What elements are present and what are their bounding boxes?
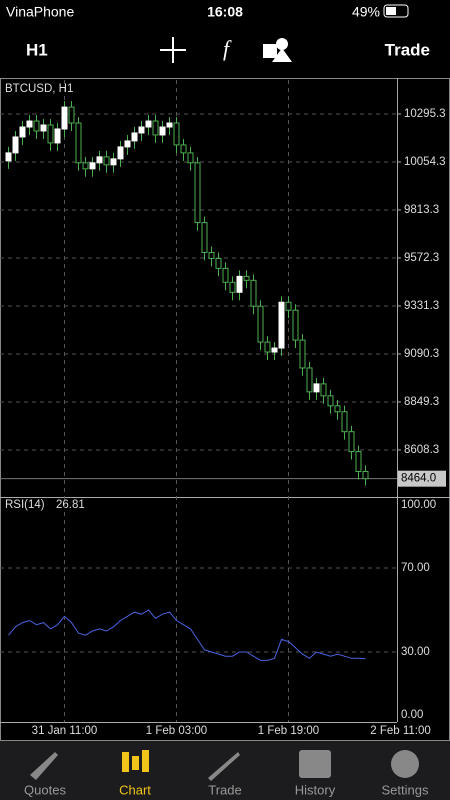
candle-body bbox=[236, 275, 243, 293]
candle-body bbox=[355, 451, 362, 473]
candle-body bbox=[145, 120, 152, 128]
y-tick-label: 9813.3 bbox=[404, 204, 439, 216]
candle-body bbox=[40, 124, 47, 132]
tab-label[interactable]: Trade bbox=[208, 782, 241, 797]
candle-body bbox=[334, 405, 341, 413]
battery-fill bbox=[386, 7, 396, 15]
carrier: VinaPhone bbox=[6, 4, 74, 20]
candle-body bbox=[292, 309, 299, 341]
tab-label[interactable]: Chart bbox=[119, 782, 151, 797]
candle-body bbox=[124, 140, 131, 148]
y-tick-label: 9572.3 bbox=[404, 252, 439, 264]
candle-body bbox=[278, 301, 285, 349]
candle-body bbox=[180, 144, 187, 154]
current-price-label: 8464.0 bbox=[401, 473, 436, 485]
candle-body bbox=[12, 136, 19, 154]
candle-body bbox=[348, 431, 355, 453]
candle-body bbox=[306, 367, 313, 393]
candle-body bbox=[222, 267, 229, 283]
candle-body bbox=[103, 156, 110, 166]
battery-icon bbox=[383, 4, 409, 18]
candle-body bbox=[19, 126, 26, 138]
rsi-tick-label: 0.00 bbox=[401, 709, 423, 721]
indicator-name: RSI(14) bbox=[5, 499, 45, 511]
indicator-value: 26.81 bbox=[56, 499, 85, 511]
rsi-line bbox=[8, 609, 366, 661]
candle-body bbox=[257, 305, 264, 343]
candle-body bbox=[138, 126, 145, 134]
candle-body bbox=[152, 120, 159, 136]
candle-body bbox=[5, 152, 12, 162]
indicator-icon[interactable]: f bbox=[223, 36, 232, 61]
x-tick-label: 31 Jan 11:00 bbox=[32, 725, 98, 737]
candle-body bbox=[96, 156, 103, 164]
objects-icon[interactable] bbox=[263, 38, 292, 62]
candle-body bbox=[173, 122, 180, 146]
candle-body bbox=[131, 132, 138, 142]
tab-bar bbox=[0, 741, 450, 800]
candle-body bbox=[229, 281, 236, 293]
rsi-tick-label: 100.00 bbox=[401, 499, 436, 511]
rsi-tick-label: 70.00 bbox=[401, 562, 430, 574]
candle-body bbox=[187, 152, 194, 164]
candle-body bbox=[341, 411, 348, 433]
candle-body bbox=[159, 126, 166, 136]
tab-label[interactable]: Settings bbox=[382, 782, 429, 797]
candle-body bbox=[285, 301, 292, 311]
current-price-box bbox=[398, 470, 446, 487]
candle-body bbox=[89, 162, 96, 170]
rsi-tick-label: 30.00 bbox=[401, 646, 430, 658]
y-tick-label: 8608.3 bbox=[404, 444, 439, 456]
candle-body bbox=[215, 257, 222, 269]
battery-level: 49% bbox=[352, 4, 380, 20]
candle-body bbox=[54, 128, 61, 144]
tab-icons bbox=[30, 750, 419, 781]
candle-body bbox=[320, 383, 327, 397]
candle-body bbox=[166, 122, 173, 128]
x-tick-label: 2 Feb 11:00 bbox=[370, 725, 431, 737]
candle-body bbox=[208, 251, 215, 259]
candle-body bbox=[271, 347, 278, 353]
y-tick-label: 9090.3 bbox=[404, 348, 439, 360]
trade-button[interactable]: Trade bbox=[385, 40, 430, 59]
candle-body bbox=[327, 395, 334, 407]
tab-label[interactable]: History bbox=[295, 782, 336, 797]
candle-body bbox=[82, 162, 89, 170]
candle-body bbox=[362, 471, 369, 480]
candle-body bbox=[299, 339, 306, 369]
candle-body bbox=[68, 106, 75, 124]
candle-body bbox=[201, 222, 208, 253]
candle-body bbox=[313, 383, 320, 393]
candle-body bbox=[194, 162, 201, 224]
candle-body bbox=[26, 120, 33, 128]
y-tick-label: 9331.3 bbox=[404, 300, 439, 312]
crosshair-icon[interactable] bbox=[160, 37, 186, 63]
candle-body bbox=[47, 124, 54, 144]
chart-title: BTCUSD, H1 bbox=[5, 83, 73, 95]
x-tick-label: 1 Feb 03:00 bbox=[146, 725, 207, 737]
candle-body bbox=[61, 106, 68, 130]
candle-body bbox=[117, 146, 124, 160]
tab-label[interactable]: Quotes bbox=[24, 782, 66, 797]
candle-body bbox=[33, 120, 40, 132]
timeframe-button[interactable]: H1 bbox=[26, 40, 48, 59]
candle-body bbox=[264, 341, 271, 353]
candle-body bbox=[243, 275, 250, 281]
candle-body bbox=[75, 122, 82, 164]
x-tick-label: 1 Feb 19:00 bbox=[258, 725, 319, 737]
y-tick-label: 8849.3 bbox=[404, 396, 439, 408]
candle-body bbox=[110, 158, 117, 166]
clock: 16:08 bbox=[207, 4, 243, 20]
candle-body bbox=[250, 279, 257, 307]
y-tick-label: 10054.3 bbox=[404, 156, 446, 168]
y-tick-label: 10295.3 bbox=[404, 108, 446, 120]
